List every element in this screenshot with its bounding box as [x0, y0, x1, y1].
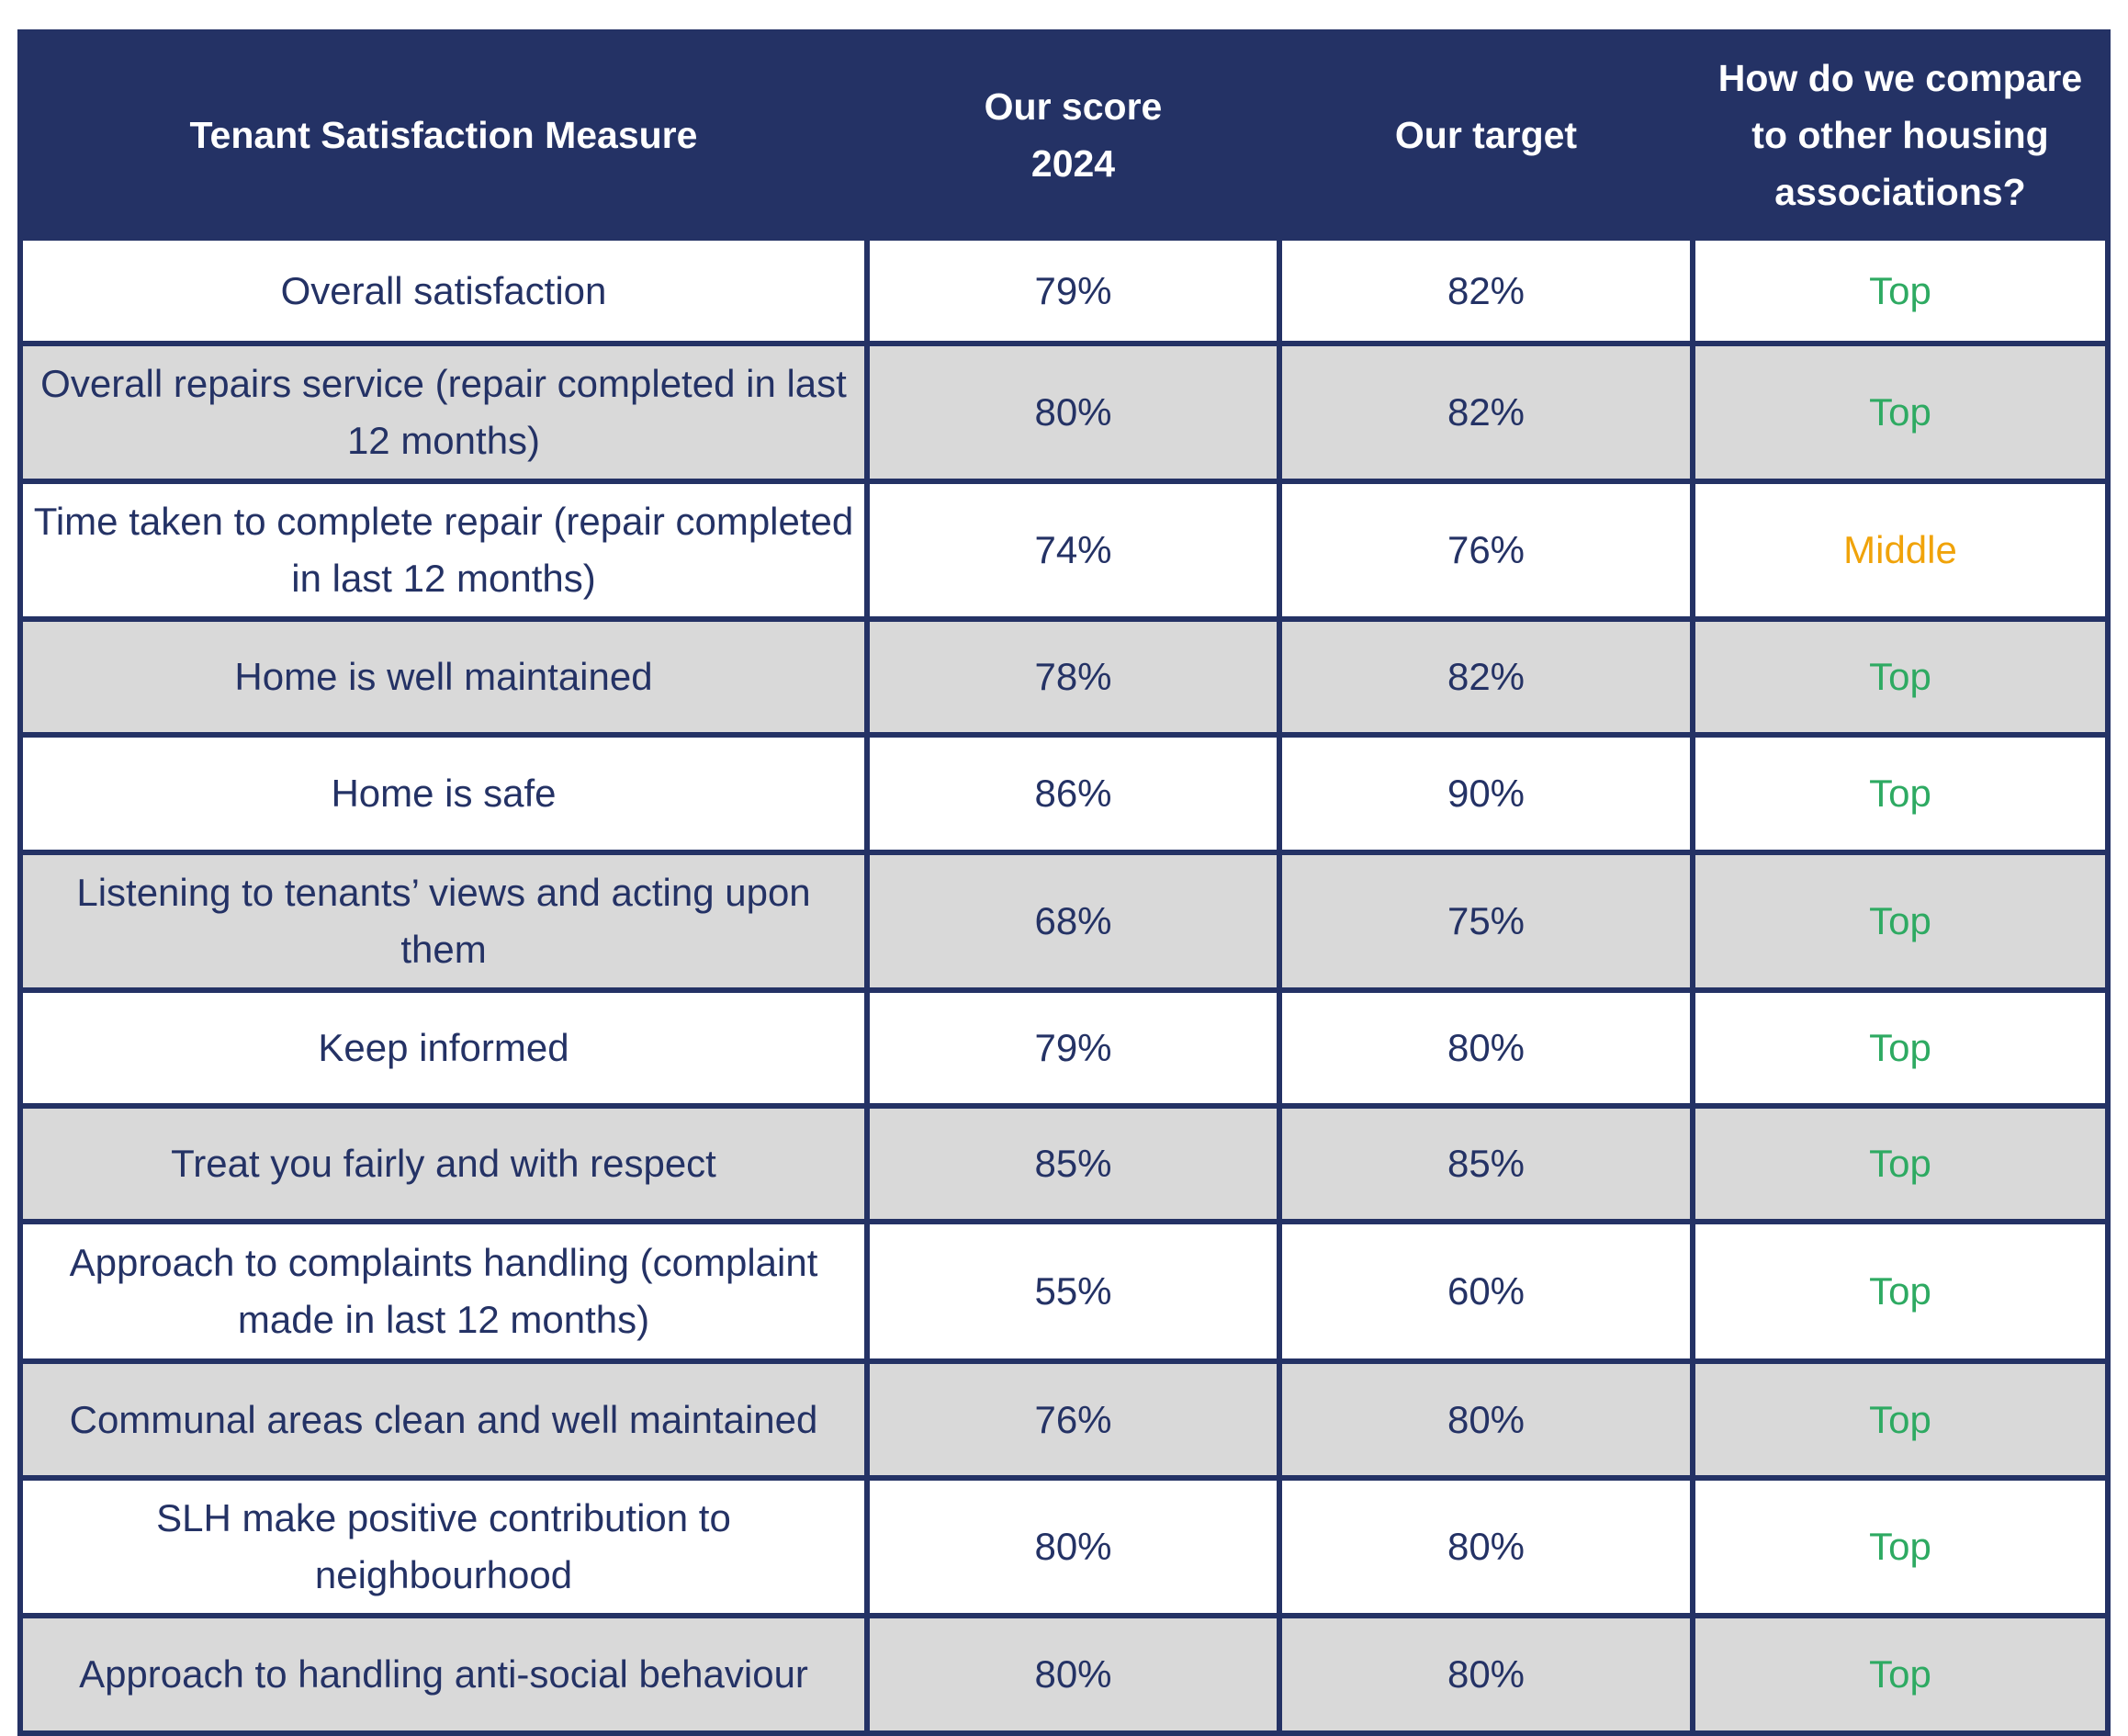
- table-row: Home is safe 86% 90% Top: [17, 732, 2111, 855]
- cell-score: 80%: [864, 341, 1282, 484]
- cell-target: 80%: [1277, 1475, 1695, 1618]
- cell-target: 82%: [1277, 235, 1695, 346]
- cell-target: 82%: [1277, 341, 1695, 484]
- cell-compare: Top: [1690, 987, 2111, 1109]
- cell-measure: Overall satisfaction: [17, 235, 870, 346]
- header-measure: Tenant Satisfaction Measure: [17, 29, 870, 241]
- cell-measure: Treat you fairly and with respect: [17, 1103, 870, 1224]
- cell-measure: Approach to complaints handling (complai…: [17, 1219, 870, 1364]
- table-row: Keep informed 79% 80% Top: [17, 987, 2111, 1109]
- cell-compare: Top: [1690, 235, 2111, 346]
- cell-score: 55%: [864, 1219, 1282, 1364]
- table-row: SLH make positive contribution to neighb…: [17, 1475, 2111, 1618]
- cell-score: 85%: [864, 1103, 1282, 1224]
- cell-score: 74%: [864, 479, 1282, 622]
- cell-score: 79%: [864, 235, 1282, 346]
- cell-measure: Home is well maintained: [17, 616, 870, 738]
- cell-compare: Top: [1690, 1219, 2111, 1364]
- cell-measure: Overall repairs service (repair complete…: [17, 341, 870, 484]
- cell-score: 86%: [864, 732, 1282, 855]
- cell-target: 80%: [1277, 987, 1695, 1109]
- cell-target: 76%: [1277, 479, 1695, 622]
- cell-compare: Top: [1690, 1475, 2111, 1618]
- cell-target: 80%: [1277, 1358, 1695, 1481]
- cell-measure: Keep informed: [17, 987, 870, 1109]
- table-row: Approach to handling anti-social behavio…: [17, 1613, 2111, 1736]
- cell-measure: Approach to handling anti-social behavio…: [17, 1613, 870, 1736]
- table-row: Communal areas clean and well maintained…: [17, 1358, 2111, 1481]
- cell-target: 60%: [1277, 1219, 1695, 1364]
- table-row: Treat you fairly and with respect 85% 85% T…: [17, 1103, 2111, 1224]
- cell-measure: Listening to tenants’ views and acting u…: [17, 850, 870, 993]
- table-row: Approach to complaints handling (complai…: [17, 1219, 2111, 1364]
- table-row: Overall repairs service (repair complete…: [17, 341, 2111, 484]
- cell-score: 68%: [864, 850, 1282, 993]
- cell-measure: Communal areas clean and well maintained: [17, 1358, 870, 1481]
- header-score: Our score 2024: [864, 29, 1282, 241]
- cell-measure: SLH make positive contribution to neighb…: [17, 1475, 870, 1618]
- cell-score: 80%: [864, 1475, 1282, 1618]
- table-row: Listening to tenants’ views and acting u…: [17, 850, 2111, 993]
- table-row: Overall satisfaction 79% 82% Top: [17, 235, 2111, 346]
- cell-compare: Top: [1690, 1358, 2111, 1481]
- cell-score: 76%: [864, 1358, 1282, 1481]
- cell-compare: Top: [1690, 850, 2111, 993]
- cell-compare: Top: [1690, 616, 2111, 738]
- table-row: Home is well maintained 78% 82% Top: [17, 616, 2111, 738]
- cell-compare: Top: [1690, 341, 2111, 484]
- cell-score: 80%: [864, 1613, 1282, 1736]
- cell-score: 79%: [864, 987, 1282, 1109]
- header-compare: How do we compare to other housing assoc…: [1690, 29, 2111, 241]
- cell-target: 90%: [1277, 732, 1695, 855]
- header-target: Our target: [1277, 29, 1695, 241]
- cell-measure: Time taken to complete repair (repair co…: [17, 479, 870, 622]
- cell-compare: Middle: [1690, 479, 2111, 622]
- cell-score: 78%: [864, 616, 1282, 738]
- cell-target: 80%: [1277, 1613, 1695, 1736]
- cell-target: 82%: [1277, 616, 1695, 738]
- cell-target: 85%: [1277, 1103, 1695, 1224]
- tenant-satisfaction-table: Tenant Satisfaction Measure Our score 20…: [17, 29, 2111, 1736]
- cell-compare: Top: [1690, 1613, 2111, 1736]
- cell-compare: Top: [1690, 732, 2111, 855]
- cell-measure: Home is safe: [17, 732, 870, 855]
- header-row: Tenant Satisfaction Measure Our score 20…: [17, 29, 2111, 241]
- table-row: Time taken to complete repair (repair co…: [17, 479, 2111, 622]
- cell-compare: Top: [1690, 1103, 2111, 1224]
- cell-target: 75%: [1277, 850, 1695, 993]
